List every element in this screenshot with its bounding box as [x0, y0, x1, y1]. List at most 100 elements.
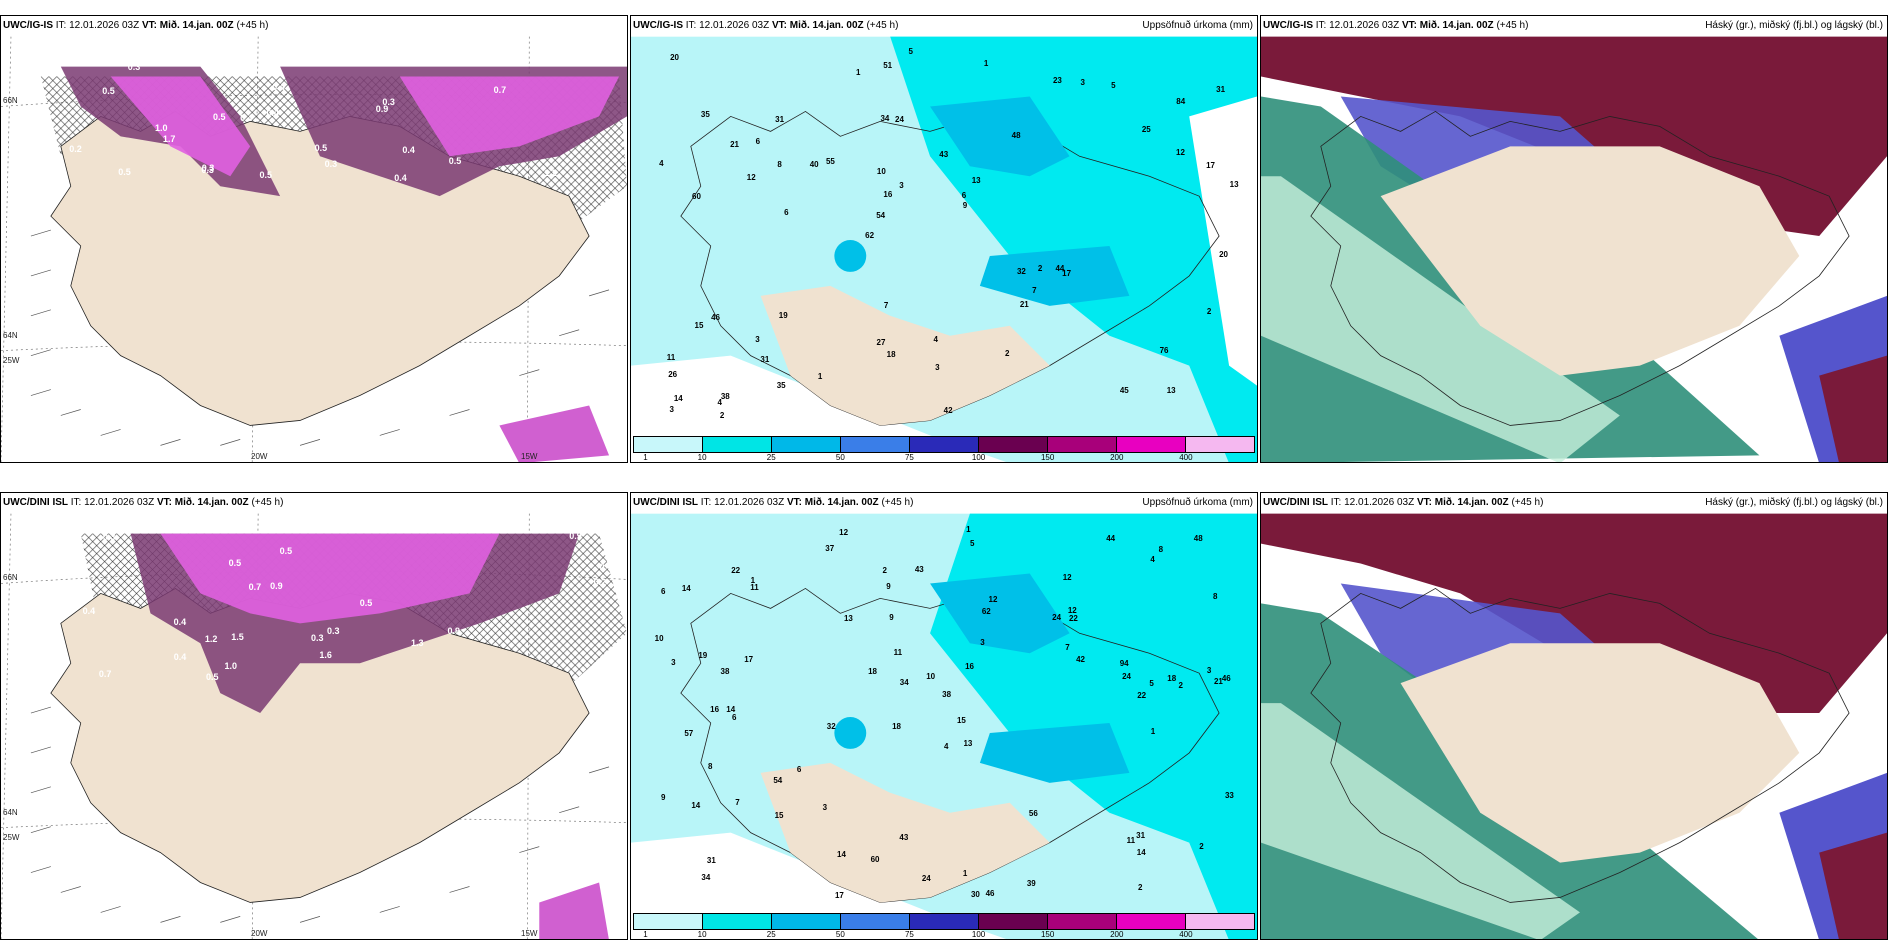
snow-band-west-core: [110, 76, 251, 177]
panel-title: Uppsöfnuð úrkoma (mm): [1142, 497, 1253, 508]
precip-amount-label: 48: [1193, 534, 1203, 544]
precip-amount-label: 1: [966, 524, 971, 534]
valid-time: Mið. 14.jan. 00Z: [804, 497, 879, 508]
precip-amount-label: 43: [939, 149, 949, 159]
precip-amount-label: 3: [755, 334, 760, 344]
precip-amount-label: 32: [826, 721, 836, 731]
colorbar-swatch: [703, 914, 772, 929]
snow-amount-label: 0.4: [96, 523, 109, 534]
lon-label-20w: 20W: [251, 452, 268, 461]
precip-amount-label: 17: [834, 890, 844, 900]
colorbar-tick: 10: [697, 453, 707, 462]
high-cloud-se: [1819, 355, 1887, 462]
init-time: 12.01.2026 03Z: [714, 497, 785, 508]
precip-amount-label: 38: [942, 689, 952, 699]
precip-amount-label: 60: [870, 854, 880, 864]
model-name: UWC/DINI ISL: [633, 497, 698, 508]
precip-amount-label: 42: [1076, 654, 1086, 664]
snow-amount-label: 0.7: [493, 84, 507, 95]
precip-amount-label: 18: [1167, 674, 1177, 684]
precip-amount-label: 35: [700, 110, 710, 120]
precip-amount-label: 15: [774, 810, 784, 820]
precip-max-west: [834, 240, 867, 272]
panel-top-left-snow: UWC/IG-IS IT: 12.01.2026 03Z VT: Mið. 14…: [0, 15, 628, 463]
precip-amount-label: 2: [882, 565, 887, 575]
colorbar-tick: 1: [643, 453, 648, 462]
snow-amount-label: 0.7: [288, 46, 302, 57]
snow-amount-label: 1.5: [102, 46, 116, 57]
precip-amount-label: 31: [1216, 84, 1226, 94]
precip-amount-label: 8: [707, 761, 713, 771]
precip-amount-label: 13: [843, 613, 853, 623]
precip-amount-label: 12: [1062, 572, 1072, 582]
colorbar-tick: 10: [697, 930, 707, 939]
snow-amount-label: 0.5: [279, 546, 293, 557]
precip-amount-label: 3: [980, 637, 985, 647]
precip-amount-label: 14: [681, 583, 691, 593]
model-name: UWC/DINI ISL: [3, 497, 68, 508]
vt-label: VT:: [141, 20, 157, 31]
precip-amount-label: 3: [935, 362, 940, 372]
precip-amount-label: 23: [1052, 76, 1062, 86]
colorbar-swatch: [1048, 914, 1117, 929]
precip-amount-label: 46: [985, 888, 995, 898]
precip-amount-label: 6: [732, 712, 737, 722]
colorbar-tick: 100: [971, 930, 986, 939]
precip-amount-label: 5: [969, 539, 975, 549]
colorbar-tick: 200: [1110, 930, 1124, 939]
snow-amount-label: 0.3: [326, 625, 340, 636]
valid-time: Mið. 14.jan. 00Z: [1419, 20, 1494, 31]
model-name: UWC/IG-IS: [633, 20, 683, 31]
precip-amount-label: 2: [1206, 307, 1212, 317]
precip-dry-south: [631, 355, 1007, 462]
precip-amount-label: 24: [1052, 613, 1062, 623]
precip-amount-label: 14: [837, 849, 846, 859]
snow-map-svg: [1, 36, 627, 462]
snow-amount-label: 0.9: [375, 103, 389, 114]
precip-max-south: [979, 246, 1130, 306]
lon-label-20w: 20W: [251, 929, 268, 938]
cloud-free-land: [1400, 643, 1800, 863]
snow-amount-label: 0.5: [118, 166, 131, 177]
snow-map: [1, 513, 627, 939]
high-cloud: [1261, 513, 1887, 714]
panel-header: UWC/DINI ISL IT: 12.01.2026 03Z VT: Mið.…: [1, 493, 627, 513]
lon-label-25w: 25W: [3, 356, 20, 365]
precip-amount-label: 7: [735, 797, 740, 807]
valid-time: Mið. 14.jan. 00Z: [159, 20, 234, 31]
iceland-outline: [680, 110, 1220, 426]
precip-amount-label: 6: [961, 190, 967, 200]
precip-amount-label: 17: [744, 654, 754, 664]
vt-label: VT:: [786, 497, 802, 508]
precip-amount-label: 10: [926, 671, 936, 681]
it-label: IT:: [55, 20, 67, 31]
precip-amount-label: 10: [654, 633, 664, 643]
snow-amount-label: 0.5: [359, 598, 373, 609]
precip-amount-label: 57: [684, 728, 694, 738]
panel-bot-right-clouds: UWC/DINI ISL IT: 12.01.2026 03Z VT: Mið.…: [1260, 492, 1888, 940]
colorbar-swatch: [703, 437, 772, 452]
colorbar-tick: 400: [1179, 453, 1193, 462]
colorbar-swatch: [1117, 437, 1186, 452]
snow-amount-label: 0.3: [201, 162, 215, 173]
colorbar-tick: 100: [971, 453, 986, 462]
snow-amount-label: 0.4: [82, 606, 96, 617]
precip-map-svg: [631, 36, 1257, 462]
snow-amount-label: 1.3: [410, 638, 424, 649]
precip-amount-label: 16: [965, 662, 975, 672]
colorbar-swatch: [979, 437, 1048, 452]
colorbar-swatch: [772, 914, 841, 929]
precip-amount-label: 14: [1136, 848, 1146, 858]
precip-amount-label: 54: [773, 775, 783, 785]
snow-amount-label: 0.5: [314, 143, 328, 154]
snow-amount-label: 0.4: [240, 113, 253, 124]
colorbar-swatch: [979, 914, 1048, 929]
colorbar-swatch: [910, 914, 979, 929]
vt-label: VT:: [1401, 20, 1417, 31]
lead-time: (+45 h): [1496, 20, 1529, 31]
colorbar-tick: 25: [766, 453, 776, 462]
snow-amount-label: 0.7: [248, 582, 262, 593]
precip-amount-label: 11: [1126, 835, 1136, 845]
snow-amount-label: 1.0: [415, 54, 428, 65]
colorbar-swatch: [1186, 914, 1254, 929]
